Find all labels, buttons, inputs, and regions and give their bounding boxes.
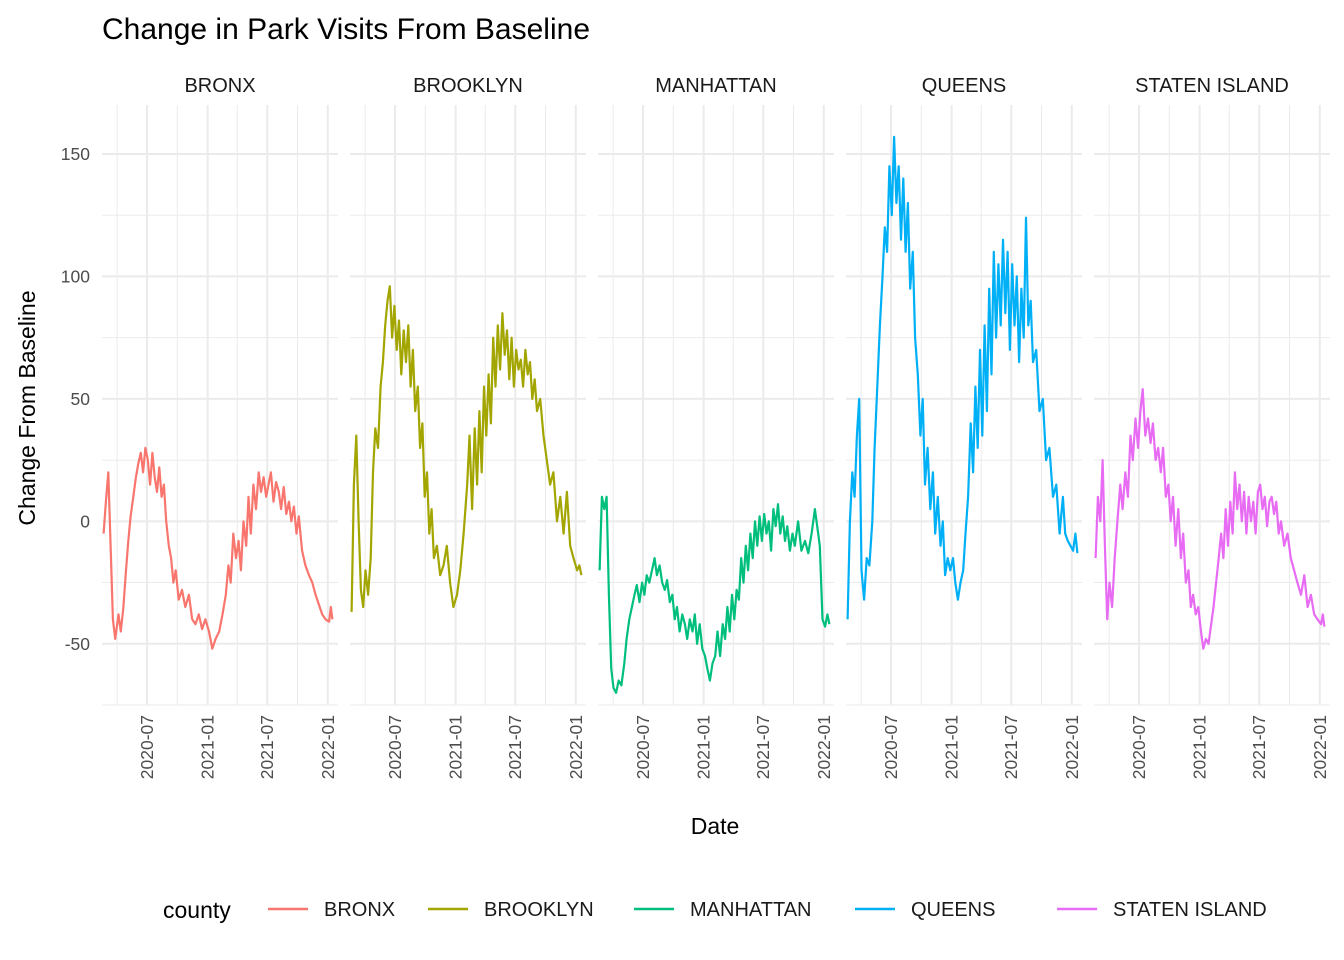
facet-label-bronx: BRONX (184, 75, 255, 97)
facet-label-manhattan: MANHATTAN (655, 75, 776, 97)
legend-item-manhattan: MANHATTAN (634, 899, 811, 921)
x-tick-label: 2021-07 (753, 715, 773, 779)
y-tick-label: 150 (61, 144, 90, 164)
y-axis-ticks: -50 0 50 100 150 (61, 144, 90, 654)
x-tick-label: 2020-07 (633, 715, 653, 779)
x-tick-label: 2022-01 (566, 715, 586, 779)
x-tick-label: 2021-01 (942, 715, 962, 779)
facet-label-queens: QUEENS (922, 75, 1006, 97)
legend-label: MANHATTAN (690, 899, 811, 921)
series-line-manhattan (598, 495, 831, 694)
legend-item-queens: QUEENS (855, 899, 995, 921)
x-tick-label: 2021-07 (1249, 715, 1269, 779)
x-tick-label: 2021-07 (1001, 715, 1021, 779)
y-tick-label: 0 (80, 511, 90, 531)
y-tick-label: 100 (61, 266, 90, 286)
legend: county BRONX BROOKLYN MANHATTAN QUEENS STATE… (163, 897, 1267, 923)
x-tick-label: 2022-01 (318, 715, 338, 779)
x-tick-label: 2021-07 (257, 715, 277, 779)
x-axis-ticks: 2020-07 2021-01 2021-07 2022-01 2020-07 2021-… (137, 715, 1330, 779)
x-tick-label: 2020-07 (385, 715, 405, 779)
x-tick-label: 2020-07 (137, 715, 157, 779)
panel-manhattan: MANHATTAN (598, 75, 834, 706)
x-tick-label: 2022-01 (1310, 715, 1330, 779)
x-tick-label: 2022-01 (1062, 715, 1082, 779)
x-tick-label: 2021-01 (198, 715, 218, 779)
legend-label: QUEENS (911, 899, 995, 921)
legend-item-brooklyn: BROOKLYN (428, 899, 594, 921)
panel-bronx: BRONX (102, 75, 338, 706)
facet-label-brooklyn: BROOKLYN (413, 75, 523, 97)
x-tick-label: 2020-07 (881, 715, 901, 779)
panel-brooklyn: BROOKLYN (350, 75, 586, 706)
x-tick-label: 2022-01 (814, 715, 834, 779)
legend-title: county (163, 897, 231, 923)
legend-item-bronx: BRONX (268, 899, 395, 921)
x-tick-label: 2021-01 (446, 715, 466, 779)
legend-label: BRONX (324, 899, 395, 921)
chart-title: Change in Park Visits From Baseline (102, 13, 590, 46)
series-line-brooklyn (350, 285, 583, 612)
x-tick-label: 2021-01 (694, 715, 714, 779)
x-tick-label: 2021-01 (1190, 715, 1210, 779)
panel-staten-island: STATEN ISLAND (1094, 75, 1330, 706)
x-axis-title: Date (691, 813, 740, 839)
y-tick-label: -50 (65, 634, 91, 654)
legend-label: STATEN ISLAND (1113, 899, 1267, 921)
series-line-bronx (102, 446, 334, 650)
x-tick-label: 2021-07 (505, 715, 525, 779)
legend-item-staten-island: STATEN ISLAND (1057, 899, 1267, 921)
x-tick-label: 2020-07 (1129, 715, 1149, 779)
facet-panels: BRONX BROOKLYN MANHATTAN QUEENS STATEN ISLAN… (102, 75, 1330, 706)
y-tick-label: 50 (71, 389, 91, 409)
facet-label-staten-island: STATEN ISLAND (1135, 75, 1289, 97)
series-line-staten-island (1094, 388, 1326, 650)
series-line-queens (846, 135, 1079, 620)
y-axis-title: Change From Baseline (14, 290, 40, 525)
panel-queens: QUEENS (846, 75, 1082, 706)
legend-label: BROOKLYN (484, 899, 594, 921)
